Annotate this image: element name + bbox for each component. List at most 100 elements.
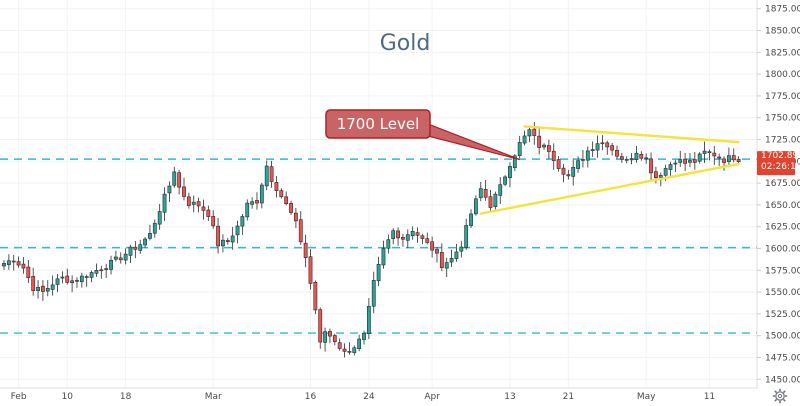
- candle-body: [313, 282, 318, 311]
- candle-body: [439, 252, 444, 268]
- price-tick-label: 1525.00: [765, 310, 800, 320]
- gear-icon[interactable]: [772, 388, 788, 404]
- candle-body: [109, 259, 113, 270]
- candle-body: [391, 230, 396, 240]
- candle-body: [50, 284, 55, 290]
- candle-body: [532, 128, 537, 136]
- candle-body: [639, 154, 644, 159]
- price-tick-label: 1675.00: [765, 179, 800, 189]
- price-tick-label: 1550.00: [765, 288, 800, 298]
- candle-body: [99, 269, 104, 272]
- candle-body: [352, 347, 357, 353]
- candle-body: [123, 253, 128, 261]
- candle-body: [31, 276, 36, 291]
- candle-body: [308, 256, 313, 284]
- candle-body: [206, 209, 211, 217]
- candle-body: [435, 249, 439, 254]
- candle-body: [610, 145, 615, 151]
- candle-body: [347, 351, 352, 353]
- price-tick-label: 1625.00: [765, 223, 800, 233]
- chart-title: Gold: [380, 31, 431, 56]
- candle-body: [673, 162, 678, 165]
- candle-body: [177, 172, 182, 188]
- candle-body: [454, 251, 459, 259]
- candle-body: [118, 257, 123, 261]
- candle-body: [731, 155, 736, 161]
- candle-body: [362, 332, 366, 340]
- candle-body: [678, 159, 683, 163]
- candle-body: [255, 200, 259, 204]
- candle-body: [152, 223, 157, 234]
- candle-body: [342, 348, 347, 352]
- candle-body: [366, 305, 371, 334]
- candle-body: [527, 129, 532, 137]
- callout-text: 1700 Level: [337, 115, 420, 133]
- time-axis[interactable]: Feb 10 18 Mar 16 24 Apr 13 21 May 11: [11, 392, 716, 402]
- candle-body: [396, 230, 400, 239]
- candle-body: [415, 232, 420, 236]
- candle-body: [566, 174, 571, 177]
- candle-body: [274, 182, 279, 191]
- time-tick-label: Apr: [424, 392, 440, 402]
- price-tick-label: 1825.00: [765, 48, 800, 58]
- candle-body: [284, 196, 289, 204]
- candle-body: [196, 201, 201, 207]
- candle-body: [221, 239, 225, 247]
- candle-body: [551, 150, 556, 161]
- time-tick-label: 16: [305, 392, 317, 402]
- candle-body: [546, 145, 551, 152]
- price-tick-label: 1800.00: [765, 70, 800, 80]
- candle-body: [697, 153, 702, 162]
- candle-body: [186, 196, 191, 206]
- callout-box: [325, 109, 431, 139]
- candle-body: [162, 193, 167, 213]
- candle-body: [65, 275, 70, 283]
- candle-body: [16, 261, 21, 266]
- candle-body: [405, 234, 410, 241]
- candle-body: [332, 335, 337, 342]
- candle-body: [79, 275, 84, 283]
- candle-body: [581, 159, 585, 161]
- candle-body: [303, 242, 308, 258]
- candle-body: [250, 201, 255, 205]
- candle-body: [293, 212, 298, 222]
- candle-body: [240, 216, 245, 227]
- trendlines: [479, 125, 740, 215]
- candle-body: [138, 244, 143, 251]
- candle-body: [70, 280, 75, 284]
- candle-body: [401, 237, 405, 240]
- candle-body: [692, 159, 697, 163]
- time-tick-label: May: [637, 392, 656, 402]
- candle-body: [585, 150, 590, 161]
- candle-body: [191, 201, 196, 205]
- candle-body: [517, 142, 522, 156]
- candle-body: [571, 166, 576, 177]
- candle-body: [376, 263, 381, 282]
- candle-body: [508, 166, 512, 179]
- price-tick-label: 1725.00: [765, 136, 800, 146]
- candle-body: [225, 240, 230, 243]
- price-tick-label: 1450.00: [765, 375, 800, 385]
- annotation-callout[interactable]: 1700 Level: [325, 109, 520, 161]
- price-tick-label: 1575.00: [765, 266, 800, 276]
- countdown-timer: 02:26:16: [761, 162, 800, 172]
- candles: [2, 121, 741, 358]
- candle-body: [167, 185, 172, 194]
- candle-body: [688, 160, 692, 163]
- candle-body: [722, 158, 726, 163]
- candle-body: [503, 176, 507, 185]
- candle-body: [323, 331, 327, 343]
- price-tick-label: 1850.00: [765, 27, 800, 37]
- candle-body: [289, 203, 293, 213]
- last-price-tag: 1702.89 02:26:16: [757, 151, 800, 176]
- candle-body: [556, 159, 561, 169]
- candle-body: [75, 280, 79, 282]
- candle-body: [512, 155, 517, 168]
- candle-body: [726, 155, 731, 163]
- price-tick-label: 1775.00: [765, 92, 800, 102]
- time-tick-label: 10: [62, 392, 74, 402]
- candle-body: [654, 171, 658, 178]
- time-tick-label: Mar: [205, 392, 222, 402]
- candle-body: [259, 184, 264, 204]
